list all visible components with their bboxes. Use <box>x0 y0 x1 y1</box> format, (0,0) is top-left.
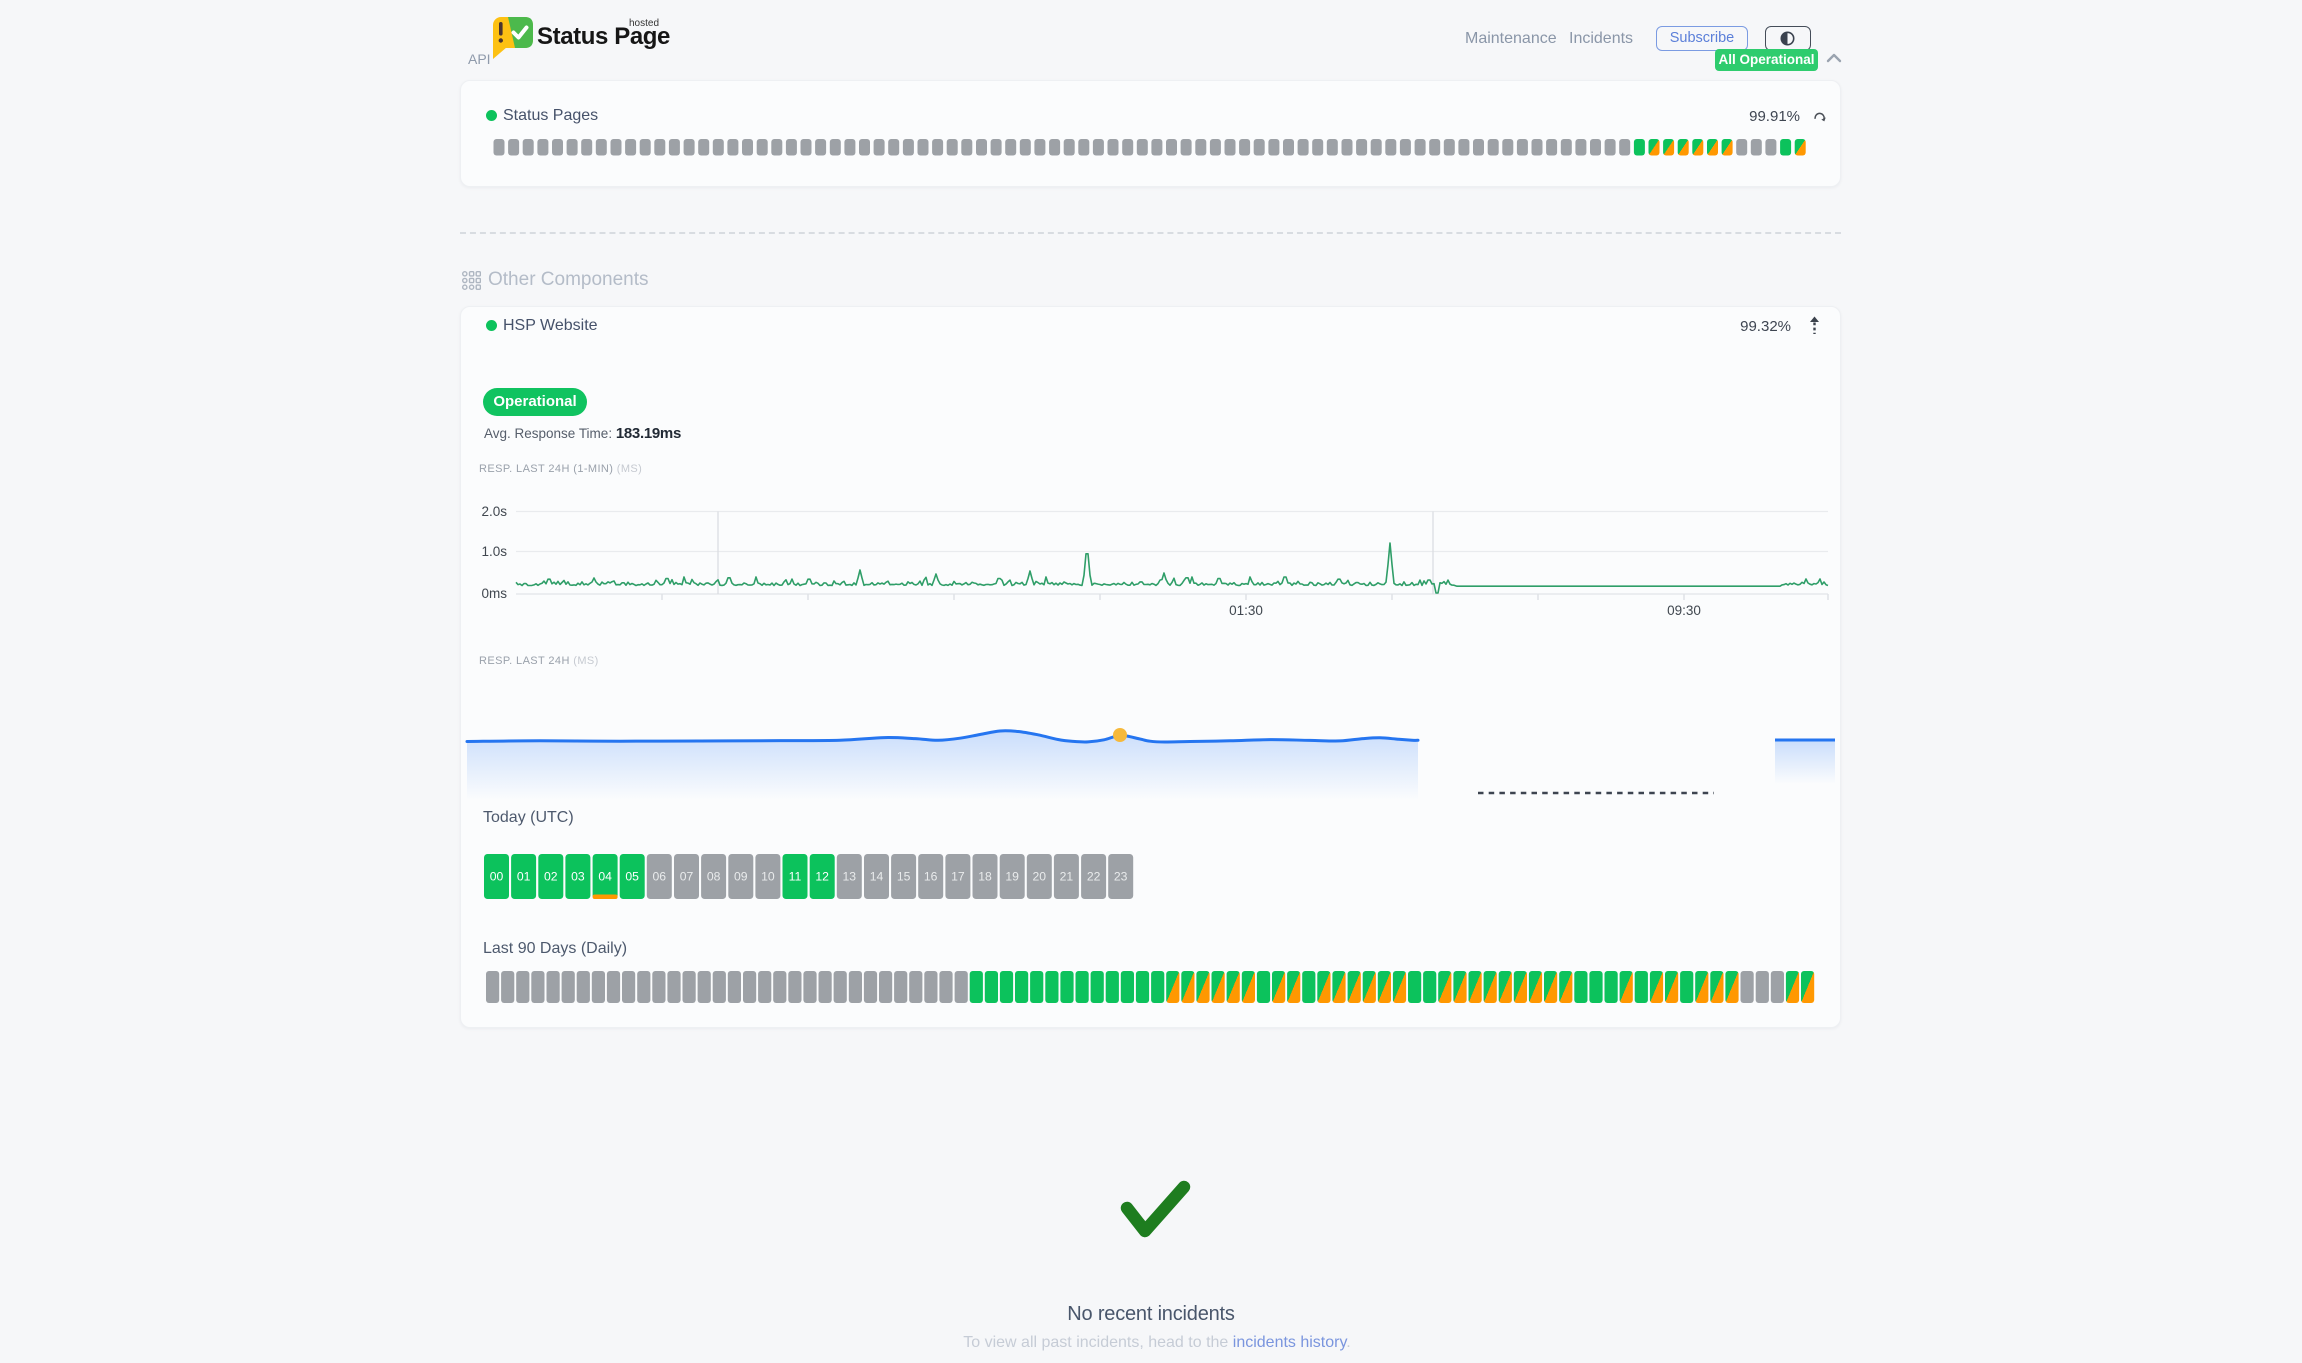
svg-text:01:30: 01:30 <box>1229 603 1263 618</box>
svg-text:09: 09 <box>734 870 748 884</box>
svg-text:09:30: 09:30 <box>1667 603 1701 618</box>
svg-text:14: 14 <box>870 870 884 884</box>
svg-text:22: 22 <box>1087 870 1101 884</box>
svg-text:10: 10 <box>761 870 775 884</box>
svg-text:11: 11 <box>789 870 802 884</box>
svg-text:06: 06 <box>653 870 667 884</box>
svg-text:04: 04 <box>598 870 612 884</box>
svg-text:21: 21 <box>1060 870 1074 884</box>
svg-text:00: 00 <box>490 870 504 884</box>
svg-text:19: 19 <box>1005 870 1019 884</box>
svg-text:15: 15 <box>897 870 911 884</box>
svg-text:13: 13 <box>843 870 857 884</box>
svg-text:05: 05 <box>625 870 639 884</box>
svg-text:12: 12 <box>815 870 829 884</box>
svg-text:20: 20 <box>1033 870 1047 884</box>
svg-text:08: 08 <box>707 870 721 884</box>
svg-text:07: 07 <box>680 870 694 884</box>
svg-text:01: 01 <box>517 870 531 884</box>
svg-text:16: 16 <box>924 870 938 884</box>
svg-text:18: 18 <box>978 870 992 884</box>
svg-text:1.0s: 1.0s <box>481 544 507 559</box>
svg-text:02: 02 <box>544 870 558 884</box>
svg-text:0ms: 0ms <box>481 586 507 601</box>
svg-text:2.0s: 2.0s <box>481 504 507 519</box>
svg-text:03: 03 <box>571 870 585 884</box>
svg-text:23: 23 <box>1114 870 1128 884</box>
svg-text:17: 17 <box>951 870 965 884</box>
